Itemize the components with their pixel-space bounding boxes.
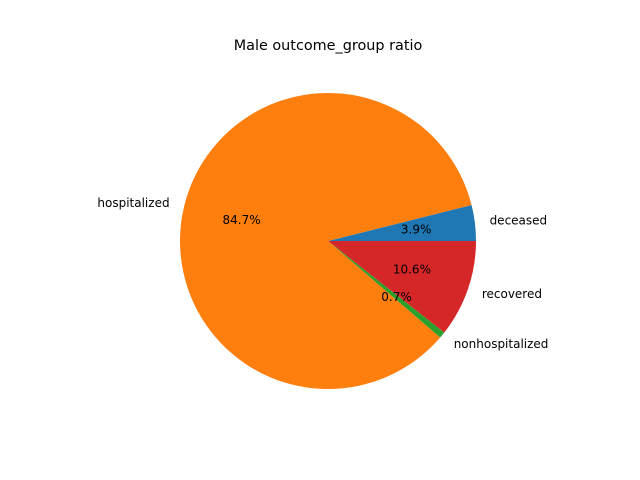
pie-labels: deceased 3.9% hospitalized 84.7% nonhospital… — [97, 196, 548, 351]
slice-label-recovered: recovered — [482, 287, 542, 301]
pie-slices — [180, 93, 476, 390]
pie-slice-deceased — [328, 205, 476, 241]
slice-percent-recovered: 10.6% — [393, 263, 431, 277]
chart-title: Male outcome_group ratio — [234, 38, 423, 54]
pie-slice-recovered — [328, 241, 476, 333]
slice-label-deceased: deceased — [490, 214, 548, 228]
pie-slice-nonhospitalized — [328, 241, 445, 338]
slice-label-nonhospitalized: nonhospitalized — [454, 337, 549, 351]
pie-slice-hospitalized — [180, 93, 472, 390]
slice-percent-nonhospitalized: 0.7% — [381, 290, 412, 304]
slice-label-hospitalized: hospitalized — [97, 196, 169, 210]
slice-percent-hospitalized: 84.7% — [223, 213, 261, 227]
slice-percent-deceased: 3.9% — [401, 223, 432, 237]
